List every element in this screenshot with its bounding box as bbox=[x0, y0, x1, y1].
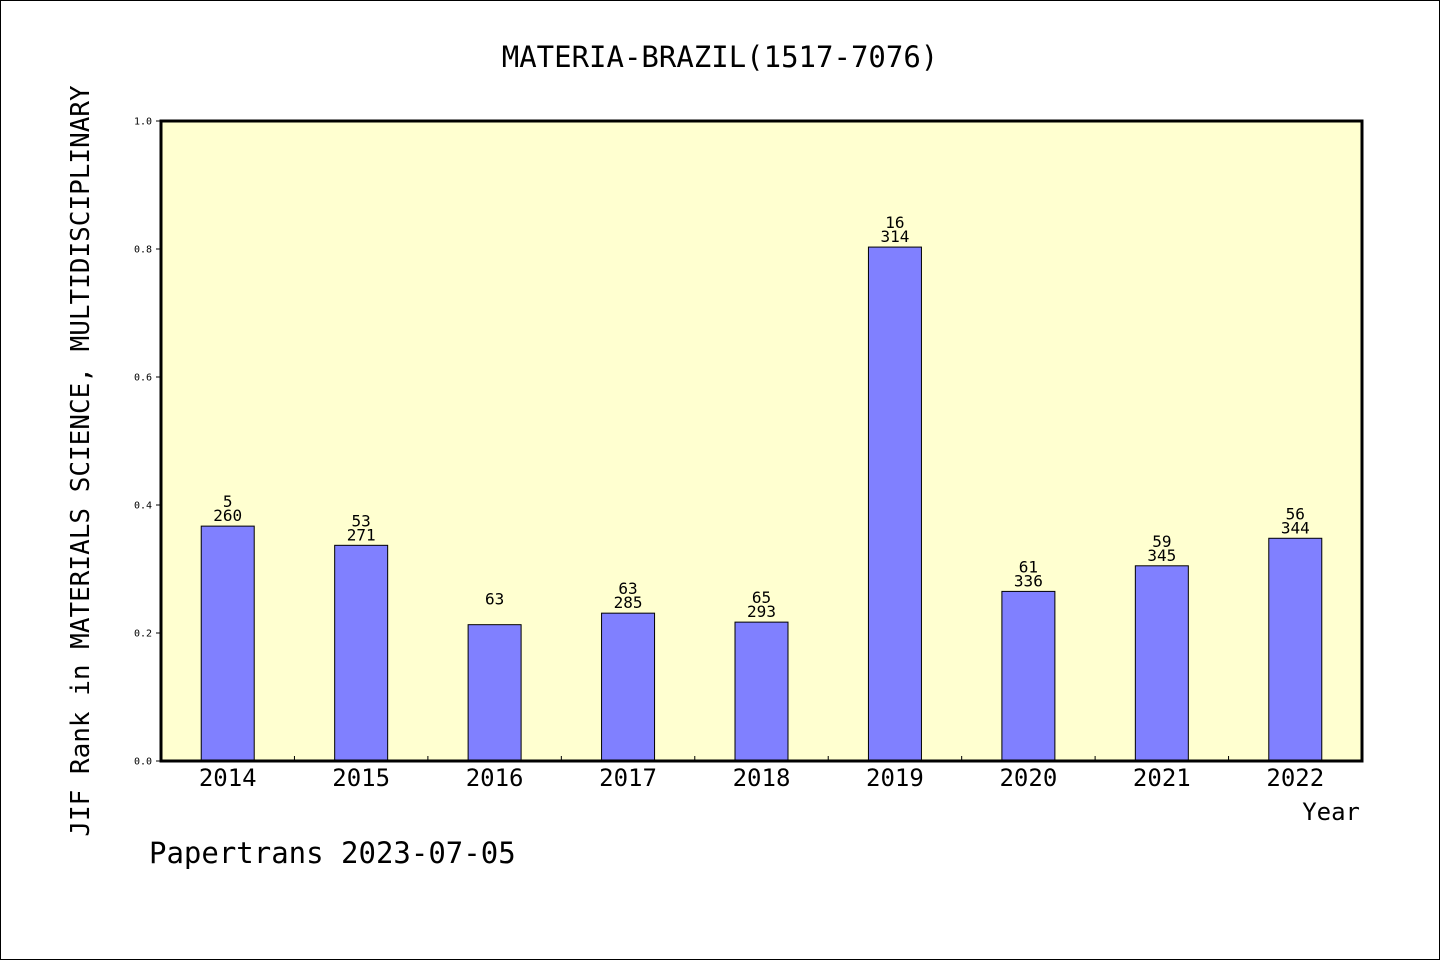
x-tick-label: 2022 bbox=[1266, 764, 1324, 792]
data-label-rank: 56 bbox=[1286, 504, 1305, 523]
data-label-rank: 63 bbox=[618, 579, 637, 598]
y-tick-label: 0.2 bbox=[134, 629, 152, 640]
y-tick-label: 0.8 bbox=[134, 245, 152, 256]
data-label-total: 336 bbox=[1014, 571, 1043, 590]
data-label-total: 271 bbox=[347, 525, 376, 544]
x-tick-label: 2019 bbox=[866, 764, 924, 792]
bar-2022 bbox=[1268, 537, 1323, 762]
data-label-total: 285 bbox=[614, 593, 643, 612]
y-axis-label: JIF Rank in MATERIALS SCIENCE, MULTIDISC… bbox=[66, 85, 96, 837]
data-label-total: 344 bbox=[1281, 518, 1310, 537]
data-label-rank: 5 bbox=[223, 492, 233, 511]
bars-layer bbox=[200, 246, 1323, 762]
bar-2016 bbox=[467, 624, 522, 762]
chart-title: MATERIA-BRAZIL(1517-7076) bbox=[502, 40, 939, 74]
bar-2021 bbox=[1134, 565, 1189, 762]
data-label-rank: 59 bbox=[1152, 532, 1171, 551]
x-tick-label: 2016 bbox=[466, 764, 524, 792]
bar-2018 bbox=[734, 621, 789, 762]
ticks-layer: 2014 2015 2016 2017 2018 2019 2020 2021 2022 0.0 0… bbox=[134, 117, 1324, 793]
data-label-rank: 63 bbox=[485, 590, 504, 609]
bar-2014 bbox=[200, 525, 255, 762]
x-tick-label: 2018 bbox=[733, 764, 791, 792]
x-axis-label: Year bbox=[1302, 798, 1360, 826]
bar-2020 bbox=[1001, 590, 1056, 762]
x-tick-label: 2014 bbox=[199, 764, 257, 792]
data-label-rank: 53 bbox=[352, 511, 371, 530]
data-label-total: 260 bbox=[213, 506, 242, 525]
bar-2019 bbox=[867, 246, 922, 762]
x-tick-label: 2017 bbox=[599, 764, 657, 792]
y-tick-label: 0.6 bbox=[134, 373, 152, 384]
bar-2017 bbox=[601, 612, 656, 762]
x-tick-label: 2021 bbox=[1133, 764, 1191, 792]
data-label-total: 314 bbox=[880, 227, 909, 246]
y-tick-label: 1.0 bbox=[134, 117, 152, 128]
x-tick-label: 2015 bbox=[332, 764, 390, 792]
data-label-rank: 61 bbox=[1019, 557, 1038, 576]
data-label-total: 345 bbox=[1147, 546, 1176, 565]
y-tick-label: 0.0 bbox=[134, 757, 152, 768]
data-label-rank: 65 bbox=[752, 588, 771, 607]
data-label-rank: 16 bbox=[885, 213, 904, 232]
data-label-total: 293 bbox=[747, 602, 776, 621]
bar-2015 bbox=[334, 544, 389, 762]
x-tick-label: 2020 bbox=[999, 764, 1057, 792]
footer-credit: Papertrans 2023-07-05 bbox=[149, 836, 516, 870]
plot-border bbox=[159, 119, 1364, 763]
y-tick-label: 0.4 bbox=[134, 501, 152, 512]
